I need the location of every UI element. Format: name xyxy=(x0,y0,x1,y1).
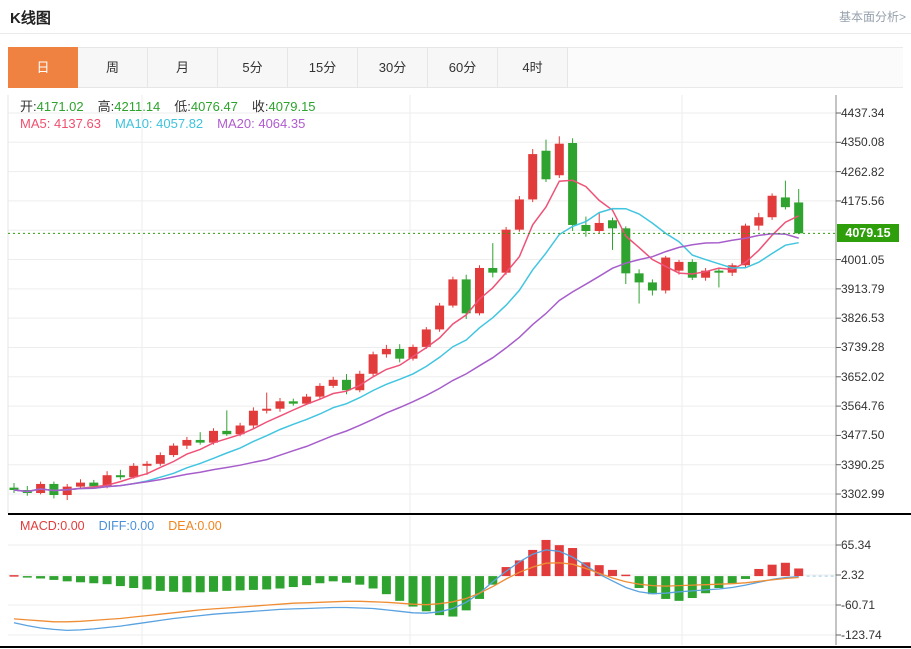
high-value: 4211.14 xyxy=(114,99,161,114)
tab-day[interactable]: 日 xyxy=(8,47,78,88)
ma5-label: MA5: xyxy=(20,116,54,131)
close-value: 4079.15 xyxy=(268,99,316,114)
tab-60min[interactable]: 60分 xyxy=(428,47,498,88)
ohlc-readout-row: 开:4171.02 高:4211.14 低:4076.47 收:4079.15 xyxy=(20,96,330,115)
dea-value: 0.00 xyxy=(197,519,222,533)
ma10-label: MA10: xyxy=(114,116,157,131)
close-label: 收: xyxy=(251,99,269,114)
price-axis-label: 4001.05 xyxy=(841,252,885,267)
diff-label: DIFF: xyxy=(98,519,130,533)
price-axis-label: 3739.28 xyxy=(841,340,885,355)
tab-4hour[interactable]: 4时 xyxy=(498,47,568,88)
price-axis-label: 3652.02 xyxy=(841,369,885,384)
price-axis-label: 4437.34 xyxy=(841,106,885,120)
tab-30min[interactable]: 30分 xyxy=(358,47,428,88)
open-label: 开: xyxy=(20,99,37,114)
ma10-value: 4057.82 xyxy=(156,116,204,131)
low-label: 低: xyxy=(174,99,191,114)
macd-chart-area[interactable] xyxy=(8,540,836,645)
price-axis-label: 3564.76 xyxy=(841,399,885,414)
tab-month[interactable]: 月 xyxy=(148,47,218,88)
macd-label: MACD: xyxy=(20,519,61,533)
ma-readout-row: MA5: 4137.63 MA10: 4057.82 MA20: 4064.35 xyxy=(20,116,319,131)
macd-axis-label: 2.32 xyxy=(841,567,865,582)
macd-axis-label: -123.74 xyxy=(841,628,882,642)
macd-axis-label: 65.34 xyxy=(841,537,872,552)
dea-label: DEA: xyxy=(168,519,198,533)
bottom-divider xyxy=(0,646,911,648)
diff-value: 0.00 xyxy=(129,519,155,533)
open-value: 4171.02 xyxy=(36,99,84,114)
price-axis-label: 4262.82 xyxy=(841,164,885,179)
price-axis-label: 4175.56 xyxy=(841,193,885,208)
chart-divider xyxy=(8,513,911,515)
price-axis-label: 3477.50 xyxy=(841,428,885,443)
main-chart-area[interactable] xyxy=(8,95,836,513)
header-divider xyxy=(0,33,911,34)
ma5-value: 4137.63 xyxy=(53,116,101,131)
price-axis-label: 3302.99 xyxy=(841,487,885,502)
price-axis-label: 3913.79 xyxy=(841,281,885,296)
tab-5min[interactable]: 5分 xyxy=(218,47,288,88)
price-axis-label: 4350.08 xyxy=(841,135,885,150)
macd-axis-label: -60.71 xyxy=(841,597,876,612)
page-title: K线图 xyxy=(10,10,51,27)
macd-readout-row: MACD:0.00 DIFF:0.00 DEA:0.00 xyxy=(20,519,236,533)
tab-15min[interactable]: 15分 xyxy=(288,47,358,88)
ma20-label: MA20: xyxy=(217,116,259,131)
tab-week[interactable]: 周 xyxy=(78,47,148,88)
price-axis-label: 3826.53 xyxy=(841,311,885,326)
tab-strip-filler xyxy=(568,47,903,88)
macd-value: 0.00 xyxy=(60,519,85,533)
fundamental-analysis-link[interactable]: 基本面分析> xyxy=(838,10,906,24)
low-value: 4076.47 xyxy=(190,99,238,114)
ma20-value: 4064.35 xyxy=(258,116,306,131)
period-tab-strip: 日周月 5分 15分 30分 60分 4时 xyxy=(8,47,903,88)
current-price-badge: 4079.15 xyxy=(837,224,899,243)
high-label: 高: xyxy=(97,99,115,114)
price-axis-label: 3390.25 xyxy=(841,457,885,472)
